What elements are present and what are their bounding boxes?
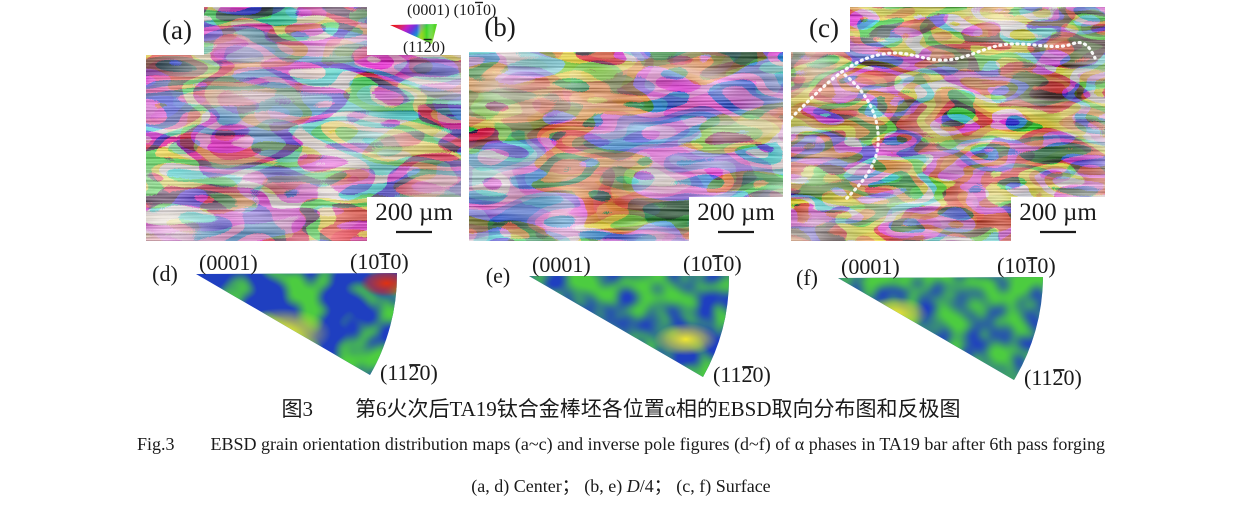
svg-text:(a, d) Center； (b, e) D/4； (c,: (a, d) Center； (b, e) D/4； (c, f) Surfac… [471, 476, 770, 497]
svg-text:(1120): (1120) [403, 39, 445, 56]
svg-text:(a): (a) [162, 15, 192, 45]
svg-text:(0001): (0001) [532, 252, 591, 277]
svg-text:Fig.3 EBSD grain orientation: Fig.3 EBSD grain orientation distributio… [137, 434, 1105, 455]
svg-text:(d): (d) [152, 261, 178, 286]
svg-text:200 µm: 200 µm [1019, 199, 1097, 226]
svg-text:(1120): (1120) [380, 360, 438, 385]
svg-text:200 µm: 200 µm [375, 199, 453, 226]
svg-text:(0001): (0001) [841, 254, 900, 279]
svg-text:(1120): (1120) [713, 362, 771, 387]
svg-text:(1010): (1010) [997, 253, 1056, 278]
svg-text:200 µm: 200 µm [697, 199, 775, 226]
svg-text:(f): (f) [796, 265, 818, 290]
svg-text:(1010): (1010) [683, 251, 742, 276]
svg-text:(c): (c) [809, 13, 839, 43]
svg-text:图3 第6火次后TA19钛合金棒坯各位置α相的EBSD取向: 图3 第6火次后TA19钛合金棒坯各位置α相的EBSD取向分布图和反极图 [282, 397, 961, 421]
svg-text:(0001) (1010): (0001) (1010) [407, 2, 496, 19]
svg-text:(e): (e) [486, 263, 510, 288]
svg-text:(1010): (1010) [350, 249, 409, 274]
svg-text:(0001): (0001) [199, 250, 258, 275]
svg-text:(1120): (1120) [1024, 365, 1082, 390]
